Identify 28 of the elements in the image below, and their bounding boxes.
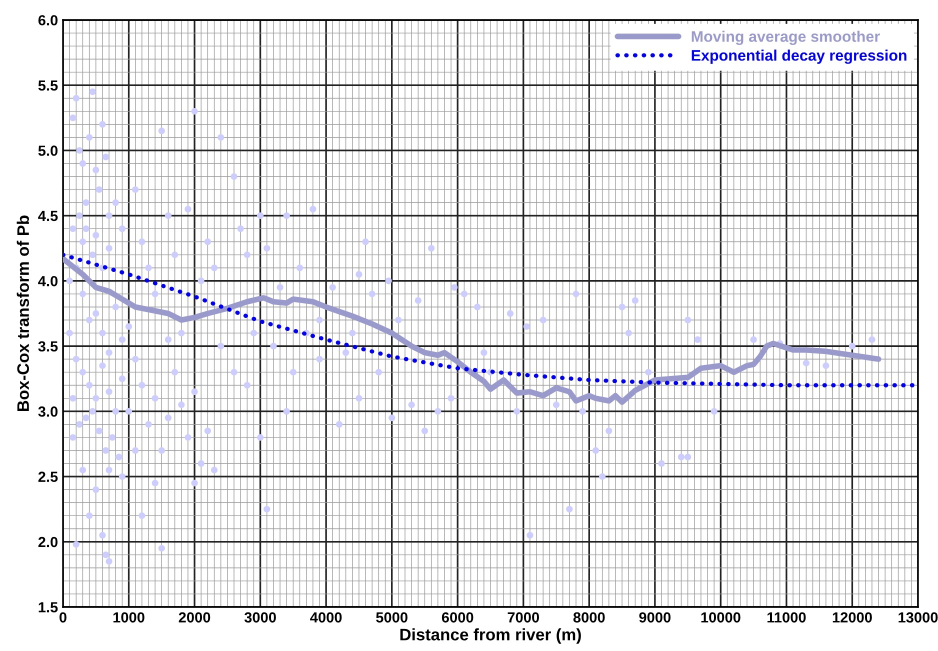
x-tick-label: 8000	[573, 612, 605, 623]
y-tick-label: 6.0	[38, 15, 58, 26]
x-tick-label: 3000	[244, 612, 276, 623]
legend-label: Moving average smoother	[692, 30, 880, 46]
y-tick-label: 4.0	[38, 276, 58, 286]
y-tick-label: 5.0	[38, 146, 58, 156]
x-tick-label: 9000	[639, 612, 671, 623]
y-tick-label: 4.5	[38, 210, 58, 222]
legend-label: Exponential decay regression	[692, 50, 906, 64]
y-tick-label: 2.5	[38, 472, 58, 482]
x-tick-label: 10000	[701, 612, 740, 623]
x-tick-label: 5000	[376, 612, 408, 623]
y-tick-label: 3.5	[38, 341, 58, 352]
x-axis-title: Distance from river (m)	[400, 628, 581, 644]
x-tick-label: 11000	[768, 612, 806, 623]
y-axis-title: Box-Cox transform of Pb	[16, 216, 30, 411]
y-tick-label: 2.0	[38, 536, 58, 548]
y-tick-label: 5.5	[38, 80, 58, 91]
x-tick-label: 13000	[898, 612, 938, 623]
y-tick-label: 3.0	[38, 406, 58, 417]
x-tick-label: 1000	[113, 612, 144, 623]
x-tick-label: 2000	[178, 612, 210, 623]
x-tick-label: 6000	[442, 612, 474, 623]
x-tick-label: 4000	[310, 612, 342, 623]
x-tick-label: 12000	[832, 612, 872, 623]
y-tick-label: 1.5	[38, 602, 58, 612]
x-tick-label: 0	[60, 612, 66, 623]
x-tick-label: 7000	[508, 612, 540, 623]
